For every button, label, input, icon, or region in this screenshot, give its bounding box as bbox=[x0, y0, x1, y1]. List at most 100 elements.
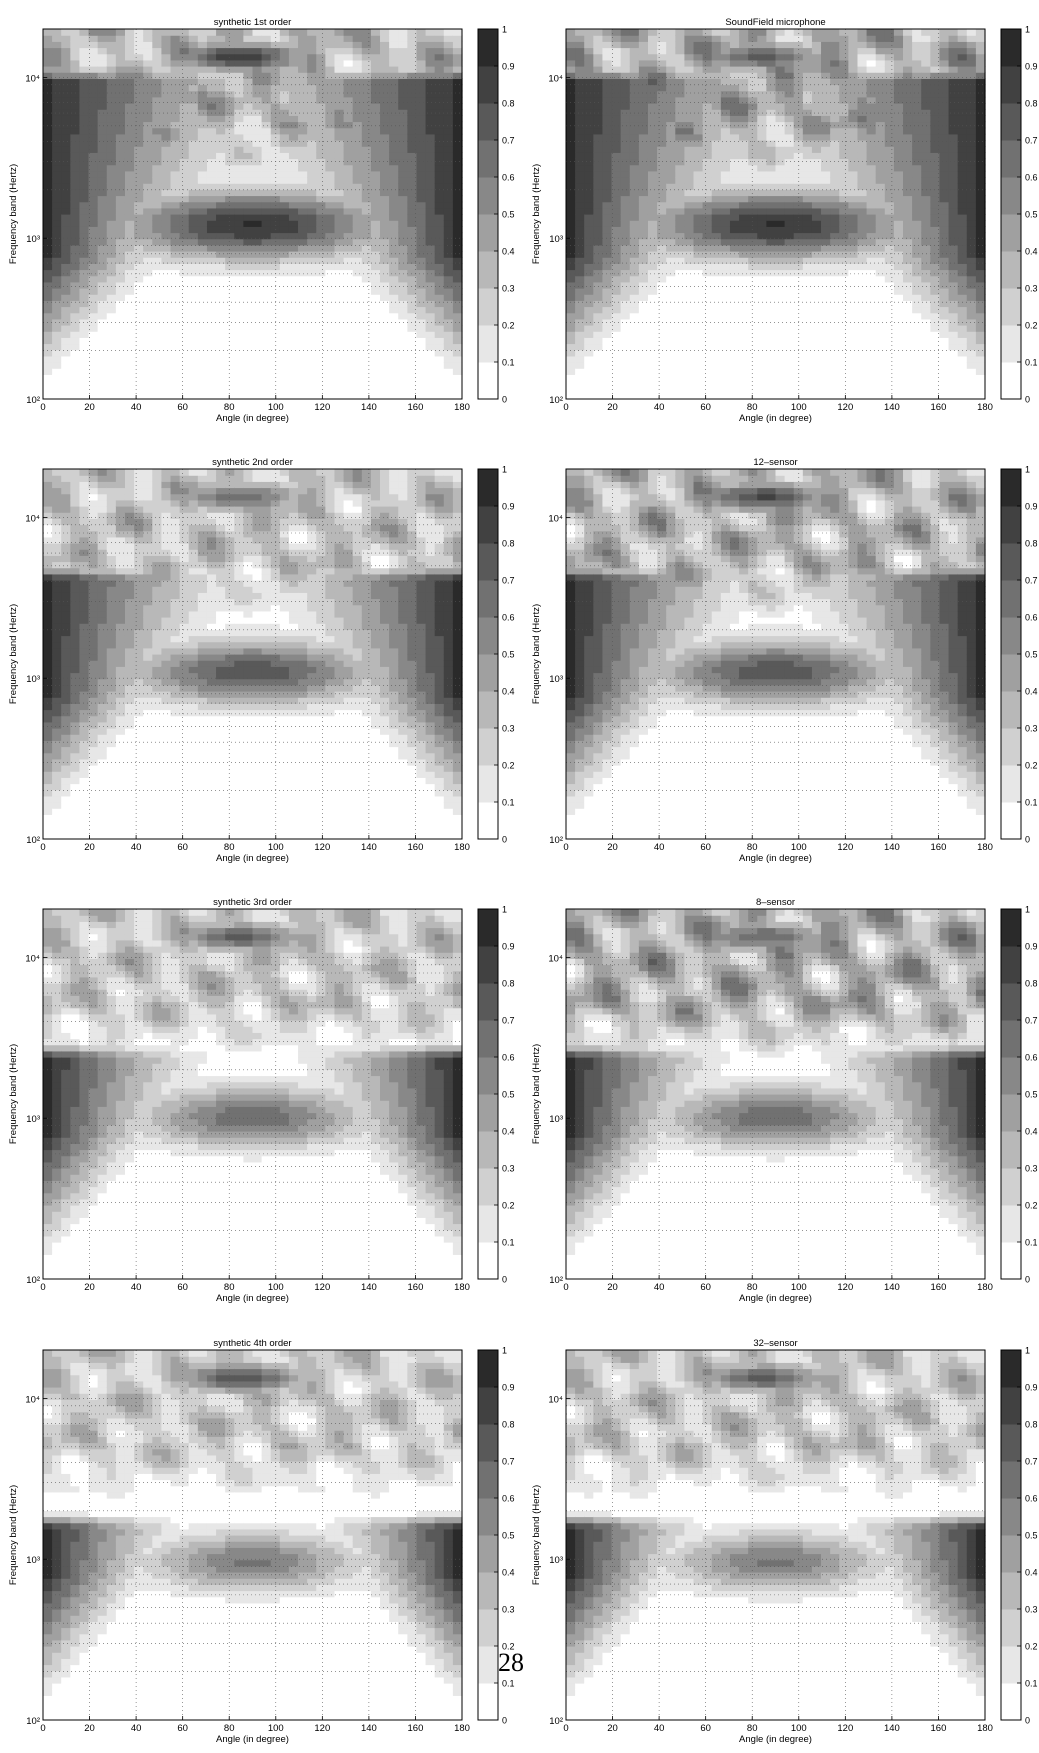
contour-cell bbox=[675, 331, 686, 338]
contour-cell bbox=[452, 177, 463, 184]
contour-cell bbox=[88, 238, 99, 246]
contour-cell bbox=[720, 269, 731, 277]
contour-cell bbox=[352, 127, 363, 135]
contour-cell bbox=[407, 121, 418, 129]
contour-cell bbox=[216, 226, 226, 234]
contour-cell bbox=[97, 59, 108, 67]
contour-cell bbox=[693, 281, 704, 289]
contour-cell bbox=[748, 306, 758, 314]
contour-cell bbox=[197, 300, 208, 308]
contour-cell bbox=[452, 349, 463, 357]
contour-cell bbox=[729, 294, 740, 301]
contour-cell bbox=[216, 232, 226, 240]
contour-cell bbox=[279, 220, 290, 227]
contour-cell bbox=[216, 288, 226, 295]
contour-cell bbox=[61, 325, 71, 332]
contour-cell bbox=[288, 386, 299, 394]
contour-cell bbox=[307, 115, 317, 123]
contour-cell bbox=[575, 238, 585, 246]
contour-cell bbox=[316, 275, 326, 283]
contour-cell bbox=[416, 380, 427, 388]
contour-cell bbox=[370, 300, 381, 308]
contour-cell bbox=[684, 232, 695, 240]
contour-cell bbox=[307, 201, 317, 209]
contour-cell bbox=[398, 269, 408, 277]
contour-cell bbox=[334, 35, 345, 42]
contour-cell bbox=[380, 189, 390, 197]
contour-cell bbox=[775, 109, 786, 116]
contour-cell bbox=[848, 152, 859, 160]
contour-cell bbox=[325, 78, 336, 86]
contour-cell bbox=[206, 214, 217, 221]
colorbar-tick-label: 0.5 bbox=[502, 210, 515, 220]
contour-cell bbox=[334, 349, 345, 357]
contour-cell bbox=[161, 288, 172, 295]
contour-cell bbox=[575, 47, 585, 55]
contour-cell bbox=[179, 386, 190, 394]
contour-cell bbox=[206, 41, 217, 49]
contour-cell bbox=[216, 103, 226, 110]
contour-cell bbox=[757, 195, 767, 203]
contour-cell bbox=[352, 96, 363, 104]
contour-cell bbox=[602, 306, 613, 314]
contour-cell bbox=[566, 189, 576, 197]
contour-cell bbox=[170, 109, 181, 116]
contour-cell bbox=[693, 355, 704, 363]
contour-cell bbox=[334, 152, 345, 160]
contour-cell bbox=[830, 263, 840, 271]
contour-cell bbox=[170, 343, 181, 351]
contour-cell bbox=[666, 214, 676, 221]
contour-cell bbox=[629, 312, 640, 320]
contour-cell bbox=[79, 72, 90, 79]
contour-cell bbox=[206, 103, 217, 110]
contour-cell bbox=[729, 152, 740, 160]
contour-cell bbox=[666, 232, 676, 240]
contour-cell bbox=[434, 380, 445, 388]
contour-cell bbox=[638, 343, 649, 351]
contour-cell bbox=[170, 158, 181, 166]
contour-cell bbox=[452, 238, 463, 246]
contour-cell bbox=[124, 109, 135, 116]
contour-cell bbox=[866, 177, 877, 184]
contour-cell bbox=[566, 251, 576, 258]
contour-cell bbox=[602, 263, 613, 271]
contour-cell bbox=[52, 158, 62, 166]
contour-cell bbox=[443, 158, 454, 166]
contour-cell bbox=[620, 220, 631, 227]
contour-cell bbox=[766, 214, 777, 221]
contour-cell bbox=[739, 133, 749, 141]
contour-cell bbox=[325, 53, 336, 61]
contour-cell bbox=[830, 214, 840, 221]
contour-cell bbox=[584, 59, 594, 67]
contour-cell bbox=[434, 78, 445, 86]
contour-cell bbox=[216, 78, 226, 86]
contour-cell bbox=[398, 170, 408, 178]
contour-cell bbox=[61, 226, 71, 234]
contour-cell bbox=[675, 368, 686, 375]
contour-cell bbox=[857, 78, 868, 86]
contour-cell bbox=[620, 72, 631, 79]
contour-cell bbox=[684, 35, 695, 42]
contour-cell bbox=[361, 337, 372, 345]
contour-cell bbox=[380, 325, 390, 332]
contour-cell bbox=[793, 177, 804, 184]
contour-cell bbox=[766, 109, 777, 116]
contour-cell bbox=[325, 238, 336, 246]
contour-cell bbox=[252, 331, 263, 338]
contour-cell bbox=[757, 374, 767, 382]
contour-cell bbox=[884, 170, 895, 178]
contour-cell bbox=[611, 158, 622, 166]
contour-cell bbox=[270, 170, 281, 178]
contour-cell bbox=[657, 115, 667, 123]
contour-cell bbox=[443, 294, 454, 301]
contour-cell bbox=[243, 109, 254, 116]
contour-cell bbox=[802, 90, 813, 98]
contour-cell bbox=[270, 35, 281, 42]
contour-cell bbox=[684, 177, 695, 184]
contour-cell bbox=[134, 103, 144, 110]
contour-cell bbox=[225, 214, 235, 221]
contour-cell bbox=[352, 140, 363, 147]
contour-cell bbox=[666, 96, 676, 104]
contour-cell bbox=[79, 90, 90, 98]
contour-cell bbox=[298, 232, 308, 240]
